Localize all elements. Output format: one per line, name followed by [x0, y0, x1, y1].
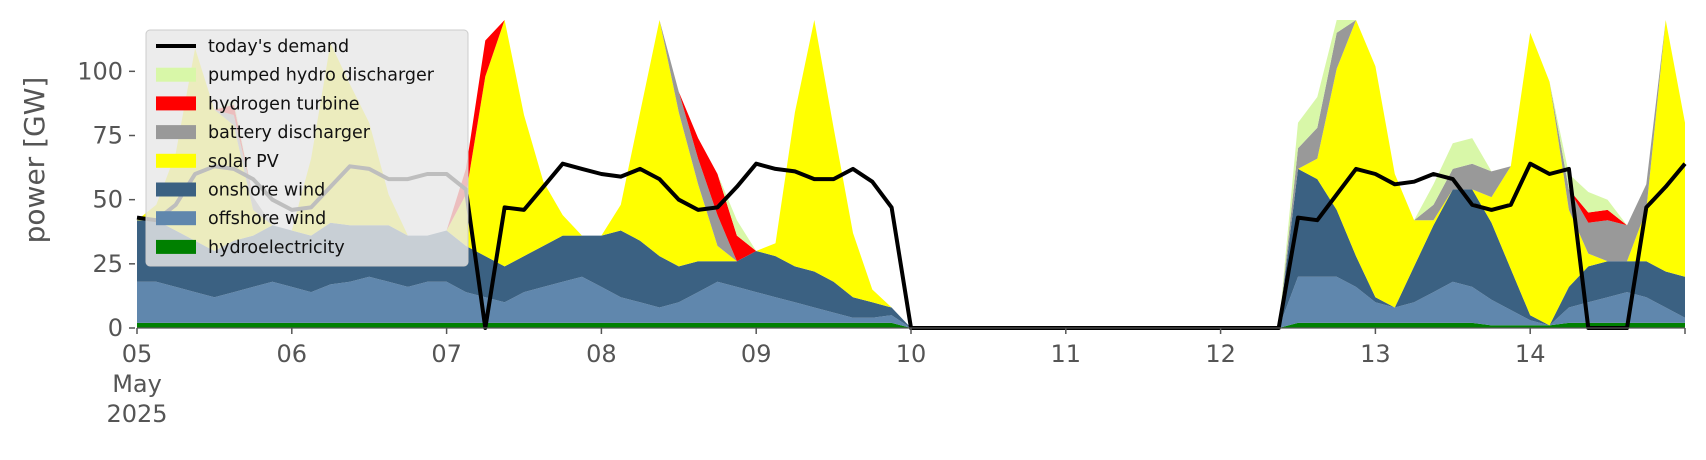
y-tick-label: 75	[92, 122, 123, 150]
x-tick-label: 11	[1051, 340, 1082, 368]
y-tick-label: 50	[92, 186, 123, 214]
y-axis-label: power [GW]	[18, 77, 51, 244]
legend-label-pumped-hydro-discharger: pumped hydro discharger	[208, 66, 435, 86]
y-tick-label: 100	[77, 57, 123, 85]
legend-label-offshore-wind: offshore wind	[208, 209, 326, 229]
legend-swatch-hydrogen-turbine	[156, 96, 196, 111]
legend-swatch-solar-pv	[156, 153, 196, 168]
legend-label-battery-discharger: battery discharger	[208, 123, 371, 143]
axes: 0 25 50 75 100 05 May 2025 06 07 08 09 10 11 12 13 14	[77, 57, 1686, 428]
legend-swatch-offshore-wind	[156, 211, 196, 226]
y-tick-label: 0	[108, 314, 123, 342]
legend-swatch-onshore-wind	[156, 182, 196, 197]
legend-label-hydroelectricity: hydroelectricity	[208, 238, 345, 258]
legend-label-hydrogen-turbine: hydrogen turbine	[208, 94, 360, 114]
legend-swatch-pumped-hydro-discharger	[156, 67, 196, 82]
area-solar-pv	[137, 20, 1685, 328]
area-onshore-wind	[137, 168, 1685, 328]
x-tick-label: 13	[1360, 340, 1391, 368]
legend-label-onshore-wind: onshore wind	[208, 181, 325, 201]
x-tick-label: 06	[277, 340, 308, 368]
area-hydroelectricity	[137, 322, 1685, 328]
x-tick-label: 10	[896, 340, 927, 368]
stacked-areas	[137, 20, 1685, 328]
legend-box	[145, 29, 469, 267]
legend: today's demand pumped hydro discharger hyd…	[145, 29, 469, 267]
x-tick-label: 05 May 2025	[106, 340, 167, 428]
x-tick-label: 12	[1205, 340, 1236, 368]
x-tick-label: 07	[431, 340, 462, 368]
legend-label-solar-pv: solar PV	[208, 152, 279, 172]
x-tick-label: 09	[741, 340, 772, 368]
legend-swatch-battery-discharger	[156, 125, 196, 140]
area-offshore-wind	[137, 276, 1685, 328]
x-tick-label: 08	[586, 340, 617, 368]
legend-swatch-hydroelectricity	[156, 239, 196, 254]
legend-label-today-s-demand: today's demand	[208, 37, 349, 57]
y-tick-label: 25	[92, 250, 123, 278]
x-tick-label: 14	[1515, 340, 1546, 368]
